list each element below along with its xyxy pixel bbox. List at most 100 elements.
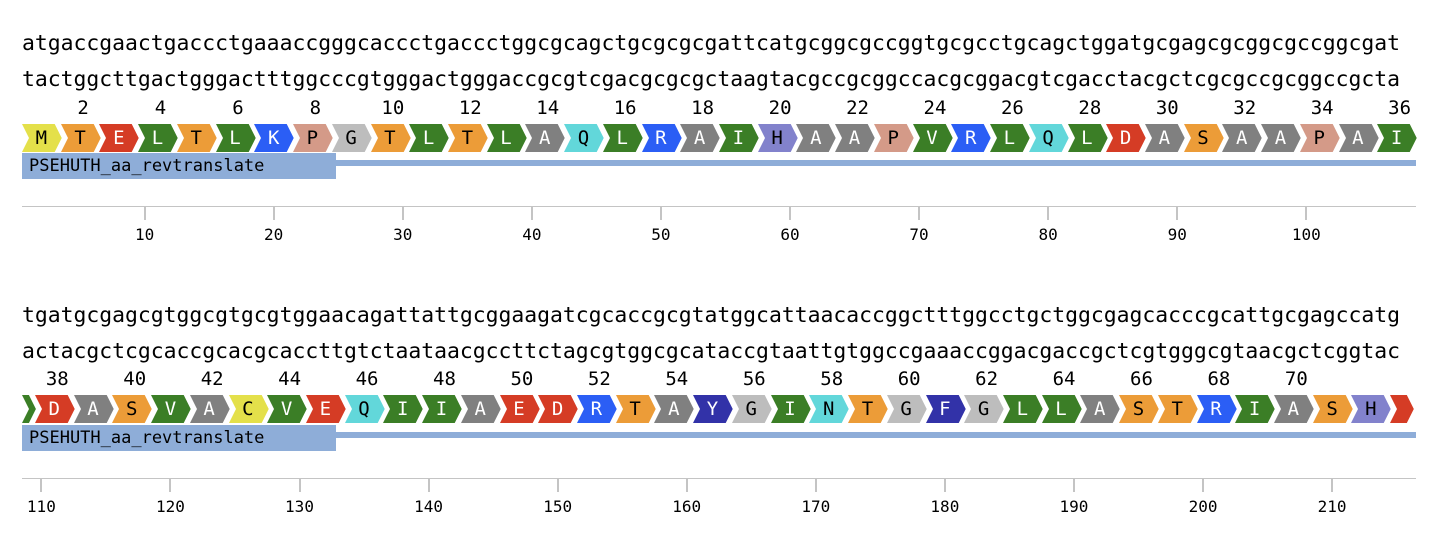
residue-N[interactable]: N xyxy=(809,395,850,423)
feature-bar[interactable] xyxy=(336,160,1416,166)
residue-G[interactable]: G xyxy=(964,395,1004,423)
residue-letter: P xyxy=(887,127,899,149)
residue-letter: D xyxy=(551,398,564,420)
ruler-tick xyxy=(1202,478,1205,492)
residue-P[interactable]: P xyxy=(1299,124,1340,152)
residue-A[interactable]: A xyxy=(1338,124,1379,152)
residue-letter: I xyxy=(784,398,796,420)
residue-letter: R xyxy=(964,127,977,149)
residue-partial[interactable] xyxy=(22,395,36,423)
residue-T[interactable]: T xyxy=(60,124,101,152)
residue-Q[interactable]: Q xyxy=(344,395,385,423)
residue-L[interactable]: L xyxy=(215,124,256,152)
residue-number: 68 xyxy=(1207,368,1231,390)
residue-I[interactable]: I xyxy=(719,124,759,152)
bottom-strand: tactggcttgactgggactttggcccgtgggactgggacc… xyxy=(22,67,1400,92)
residue-D[interactable]: D xyxy=(34,395,75,423)
residue-L[interactable]: L xyxy=(1067,124,1108,152)
residue-V[interactable]: V xyxy=(267,395,307,423)
residue-M[interactable]: M xyxy=(22,124,62,152)
residue-R[interactable]: R xyxy=(577,395,617,423)
residue-L[interactable]: L xyxy=(1041,395,1082,423)
residue-R[interactable]: R xyxy=(641,124,682,152)
residue-letter: A xyxy=(810,127,822,149)
residue-K[interactable]: K xyxy=(254,124,295,152)
residue-A[interactable]: A xyxy=(1144,124,1185,152)
residue-H[interactable]: H xyxy=(1351,395,1392,423)
residue-A[interactable]: A xyxy=(189,395,230,423)
residue-A[interactable]: A xyxy=(460,395,501,423)
residue-L[interactable]: L xyxy=(602,124,643,152)
residue-A[interactable]: A xyxy=(525,124,566,152)
residue-A[interactable]: A xyxy=(796,124,837,152)
residue-D[interactable]: D xyxy=(1106,124,1146,152)
residue-letter: N xyxy=(822,398,835,420)
residue-A[interactable]: A xyxy=(73,395,114,423)
residue-A[interactable]: A xyxy=(680,124,720,152)
residue-P[interactable]: P xyxy=(873,124,914,152)
residue-A[interactable]: A xyxy=(654,395,695,423)
residue-S[interactable]: S xyxy=(1119,395,1159,423)
residue-I[interactable]: I xyxy=(383,395,424,423)
residue-P[interactable]: P xyxy=(293,124,333,152)
ruler-tick xyxy=(943,478,946,492)
residue-number: 20 xyxy=(768,97,792,119)
residue-S[interactable]: S xyxy=(1312,395,1353,423)
residue-Q[interactable]: Q xyxy=(564,124,604,152)
residue-F[interactable]: F xyxy=(925,395,966,423)
residue-I[interactable]: I xyxy=(1377,124,1417,152)
residue-number: 58 xyxy=(820,368,844,390)
residue-A[interactable]: A xyxy=(835,124,875,152)
sequence-row-2: tgatgcgagcgtggcgtgcgtggaacagattattgcggaa… xyxy=(22,272,1416,546)
feature-label[interactable]: PSEHUTH_aa_revtranslate xyxy=(22,425,336,451)
residue-letter: A xyxy=(203,398,215,420)
residue-letter: S xyxy=(125,398,138,420)
residue-T[interactable]: T xyxy=(848,395,888,423)
residue-Y[interactable]: Y xyxy=(693,395,733,423)
residue-letter: A xyxy=(1158,127,1171,149)
feature-label[interactable]: PSEHUTH_aa_revtranslate xyxy=(22,153,336,179)
residue-letter: A xyxy=(1236,127,1248,149)
residue-I[interactable]: I xyxy=(770,395,811,423)
ruler: 10 20 30 40 50 60 70 80 90 100 xyxy=(22,206,1416,244)
residue-A[interactable]: A xyxy=(1080,395,1121,423)
residue-V[interactable]: V xyxy=(912,124,953,152)
residue-T[interactable]: T xyxy=(447,124,488,152)
ruler-tick xyxy=(530,206,533,220)
residue-letter: L xyxy=(1003,127,1016,149)
residue-A[interactable]: A xyxy=(1261,124,1301,152)
residue-H[interactable]: H xyxy=(757,124,798,152)
residue-C[interactable]: C xyxy=(228,395,269,423)
ruler-tick xyxy=(788,206,791,220)
residue-I[interactable]: I xyxy=(1235,395,1276,423)
residue-E[interactable]: E xyxy=(499,395,540,423)
residue-T[interactable]: T xyxy=(370,124,411,152)
residue-V[interactable]: V xyxy=(151,395,191,423)
residue-T[interactable]: T xyxy=(1157,395,1198,423)
feature-bar[interactable] xyxy=(336,432,1416,438)
residue-I[interactable]: I xyxy=(422,395,462,423)
residue-R[interactable]: R xyxy=(951,124,992,152)
residue-T[interactable]: T xyxy=(176,124,217,152)
residue-E[interactable]: E xyxy=(99,124,140,152)
residue-G[interactable]: G xyxy=(331,124,372,152)
residue-Q[interactable]: Q xyxy=(1028,124,1069,152)
top-strand: atgaccgaactgaccctgaaaccgggcaccctgaccctgg… xyxy=(22,31,1400,56)
residue-number: 50 xyxy=(510,368,534,390)
residue-A[interactable]: A xyxy=(1222,124,1263,152)
residue-L[interactable]: L xyxy=(409,124,449,152)
residue-A[interactable]: A xyxy=(1274,395,1314,423)
residue-S[interactable]: S xyxy=(1183,124,1224,152)
residue-T[interactable]: T xyxy=(615,395,656,423)
residue-E[interactable]: E xyxy=(305,395,346,423)
residue-G[interactable]: G xyxy=(731,395,772,423)
residue-L[interactable]: L xyxy=(486,124,527,152)
residue-L[interactable]: L xyxy=(990,124,1030,152)
residue-R[interactable]: R xyxy=(1196,395,1237,423)
residue-L[interactable]: L xyxy=(1002,395,1043,423)
residue-S[interactable]: S xyxy=(112,395,153,423)
residue-L[interactable]: L xyxy=(138,124,178,152)
residue-G[interactable]: G xyxy=(886,395,927,423)
residue-D[interactable]: D xyxy=(538,395,579,423)
residue-partial[interactable] xyxy=(1390,395,1416,423)
